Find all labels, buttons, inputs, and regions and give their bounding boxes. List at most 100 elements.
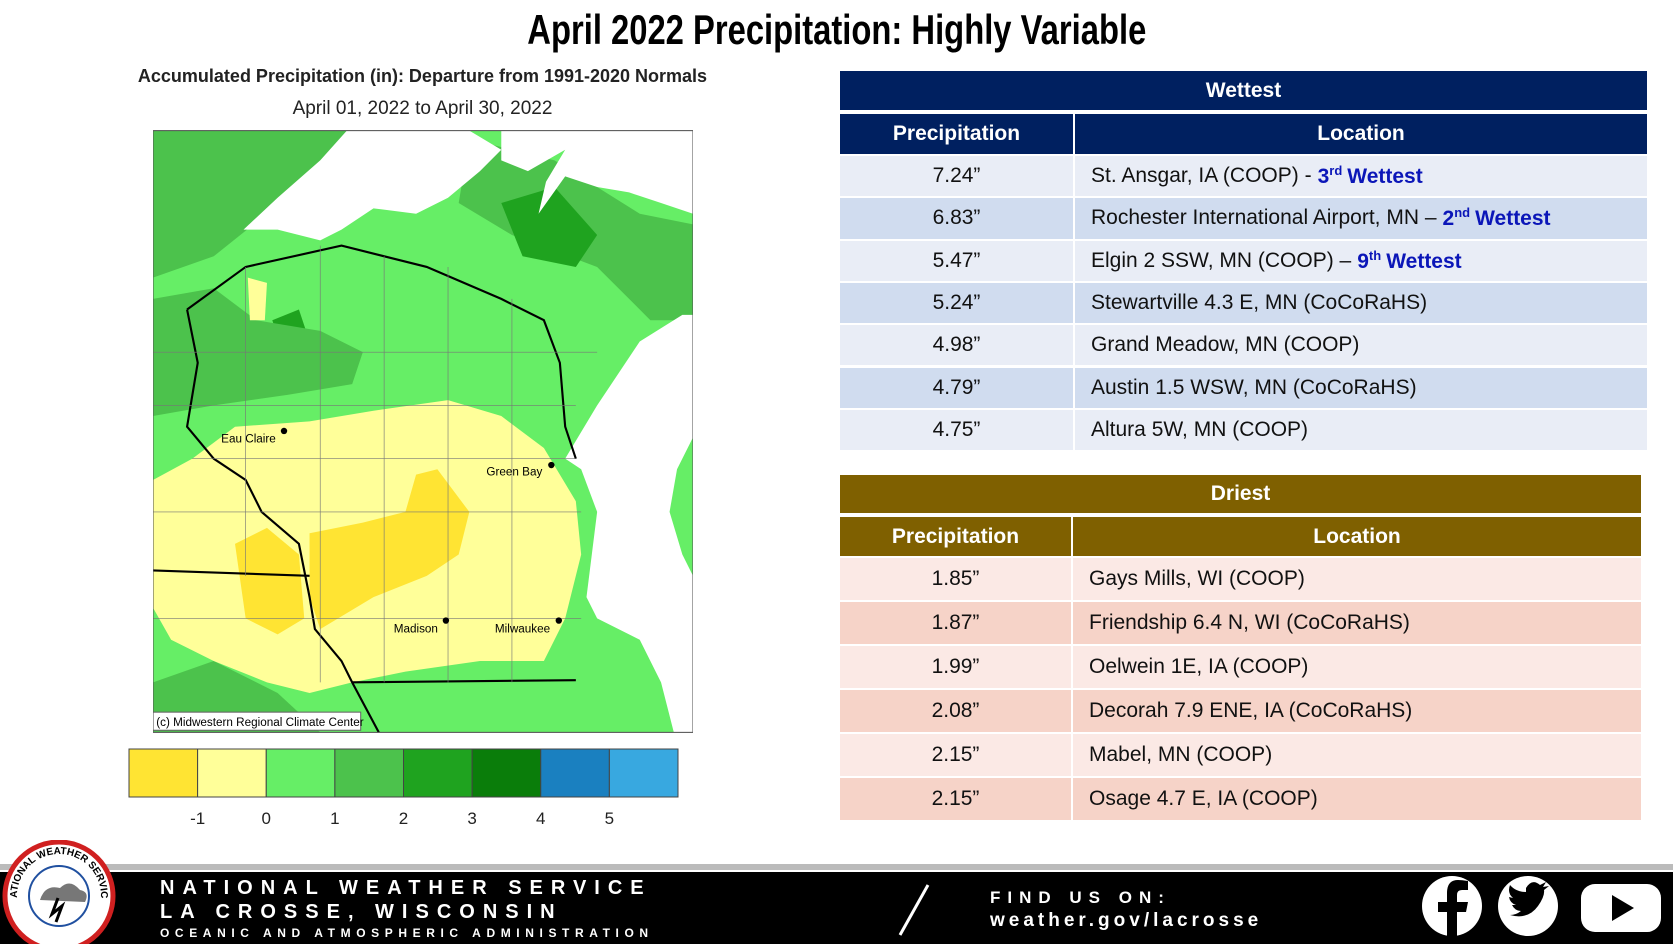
green-patch [501,187,598,267]
location-cell: Austin 1.5 WSW, MN (CoCoRaHS) [1075,367,1647,408]
location-text: Friendship 6.4 N, WI (CoCoRaHS) [1089,611,1410,634]
rank-word: Wettest [1347,165,1423,189]
rank-suffix: nd [1454,205,1471,221]
footer-url: weather.gov/lacrosse [990,910,1263,931]
location-text: Rochester International Airport, MN – [1091,206,1437,230]
location-text: Elgin 2 SSW, MN (COOP) – [1091,248,1352,272]
county-lines [153,245,598,683]
rank: 9th Wettest [1357,248,1461,274]
rank-number: 2 [1442,207,1455,231]
city-dot [555,617,562,624]
location-cell: Rochester International Airport, MN –2nd… [1075,198,1647,239]
colorbar-label: 3 [467,809,476,828]
lake-superior [243,130,502,241]
map-title: Accumulated Precipitation (in): Departur… [137,66,708,86]
location-cell: Grand Meadow, MN (COOP) [1075,325,1647,366]
location-cell: Friendship 6.4 N, WI (CoCoRaHS) [1073,602,1641,644]
location-cell: Altura 5W, MN (COOP) [1075,409,1647,451]
colorbar-swatch [334,748,404,798]
logo-bolt [48,897,66,923]
colorbar-label: 2 [399,809,408,828]
city-label: Green Bay [486,466,542,479]
city-label: Madison [394,622,438,635]
colorbar-label: -1 [190,809,205,828]
precip-cell: 1.85” [840,558,1071,600]
yellow-area [247,277,267,321]
table-title: Driest [840,475,1641,513]
colorbar-swatch [608,748,679,798]
city-label: Milwaukee [495,622,550,635]
map: Eau Claire Green Bay Madison Milwaukee (… [153,130,693,733]
footer [0,872,1673,944]
green-patch [153,130,353,278]
precip-cell: 4.75” [840,409,1073,451]
rank: 3rd Wettest [1318,163,1423,189]
city-dot [548,461,555,469]
location-cell: Oelwein 1E, IA (COOP) [1073,646,1641,688]
dry-area [235,527,305,635]
location-text: Austin 1.5 WSW, MN (CoCoRaHS) [1091,375,1417,399]
rank-word: Wettest [1386,249,1462,273]
precip-cell: 2.08” [840,690,1071,732]
location-text: Osage 4.7 E, IA (COOP) [1089,787,1318,810]
slash [898,884,930,936]
map-subtitle: April 01, 2022 to April 30, 2022 [292,98,553,119]
colorbar-label: 5 [605,809,614,828]
precip-cell: 5.47” [840,240,1073,281]
precip-cell: 2.15” [840,778,1071,820]
location-text: St. Ansgar, IA (COOP) - [1091,164,1312,188]
credit: (c) Midwestern Regional Climate Center [156,716,364,729]
colorbar-swatch [540,748,610,798]
location-text: Decorah 7.9 ENE, IA (CoCoRaHS) [1089,699,1413,722]
colorbar-swatch [403,748,473,798]
location-cell: Stewartville 4.3 E, MN (CoCoRaHS) [1075,282,1647,324]
precip-cell: 4.98” [840,325,1073,366]
location-text: Altura 5W, MN (COOP) [1091,417,1309,441]
youtube-play [1612,895,1634,921]
location-cell: Gays Mills, WI (COOP) [1073,558,1641,600]
rank-number: 3 [1317,165,1330,189]
location-text: Mabel, MN (COOP) [1089,743,1273,766]
dry-area [309,469,470,630]
column-header: Precipitation [840,114,1073,154]
precip-cell: 2.15” [840,734,1071,776]
rank-number: 9 [1357,249,1369,273]
location-cell: Mabel, MN (COOP) [1073,734,1641,776]
location-text: Gays Mills, WI (COOP) [1089,567,1305,590]
colorbar-label: 1 [330,809,339,828]
rank: 2nd Wettest [1443,205,1551,231]
location-text: Stewartville 4.3 E, MN (CoCoRaHS) [1091,291,1428,315]
precip-cell: 7.24” [840,156,1073,197]
colorbar-swatch [197,748,267,798]
column-header: Location [1075,114,1647,154]
map-frame [153,130,693,733]
office-name: LA CROSSE, WISCONSIN [160,901,563,923]
table-title: Wettest [840,71,1647,110]
city-dot [280,427,288,435]
city-label: Eau Claire [221,433,276,446]
colorbar-swatch [265,748,336,798]
location-cell: Decorah 7.9 ENE, IA (CoCoRaHS) [1073,690,1641,732]
column-header: Location [1073,517,1641,556]
colorbar-label: 0 [262,809,271,828]
precip-cell: 1.87” [840,602,1071,644]
colorbar-swatch [128,748,199,798]
org-name: NATIONAL WEATHER SERVICE [160,877,652,899]
rank-suffix: rd [1329,163,1343,179]
city-dot [442,617,450,624]
find-us: FIND US ON: [990,888,1171,907]
rank-word: Wettest [1475,207,1551,231]
wettest-table: Wettest Precipitation Location 7.24” St. Ans… [840,71,1647,457]
footer-graphics: NATIONAL WEATHER SERVICE LA CROSSE, WI [0,840,1661,944]
precip-cell: 5.24” [840,282,1073,324]
footer-rule [0,864,1673,870]
slide-title: April 2022 Precipitation: Highly Variabl… [0,6,1673,54]
slide-title-text: April 2022 Precipitation: Highly Variabl… [526,6,1147,53]
agency-name: OCEANIC AND ATMOSPHERIC ADMINISTRATION [160,926,654,940]
facebook-f [1438,880,1468,936]
lake-michigan [565,314,693,733]
colorbar-swatch [471,748,542,798]
logo-cloud [40,883,87,902]
colorbar-label: 4 [536,809,545,828]
